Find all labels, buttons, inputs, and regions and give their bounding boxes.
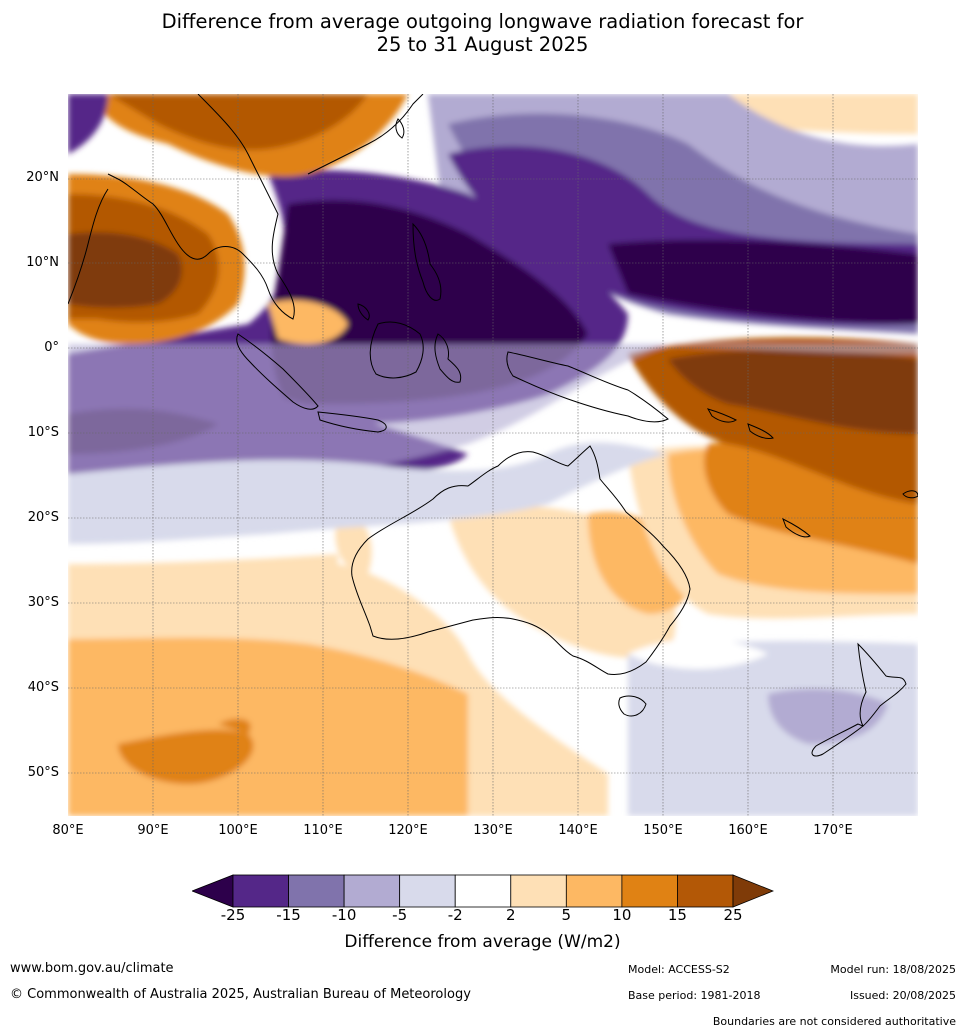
- lat-label-50s: 50°S: [27, 765, 59, 780]
- lat-label-20s: 20°S: [27, 510, 59, 525]
- colorbar-bin: [621, 874, 678, 908]
- colorbar-extend-low: [192, 874, 234, 908]
- colorbar-tick-label: -25: [220, 906, 246, 924]
- lat-label-20n: 20°N: [26, 170, 59, 185]
- title-line-2: 25 to 31 August 2025: [376, 33, 589, 56]
- colorbar-bin: [343, 874, 401, 908]
- colorbar-bin: [677, 874, 734, 908]
- colorbar-label: Difference from average (W/m2): [344, 932, 621, 952]
- title-line-1: Difference from average outgoing longwav…: [161, 10, 804, 33]
- footer-model-run: Model run: 18/08/2025: [830, 963, 956, 976]
- colorbar-tick-label: -15: [276, 906, 301, 924]
- colorbar-tick-label: 25: [723, 906, 743, 924]
- lon-label-110e: 110°E: [303, 823, 343, 838]
- anomaly-fields: [68, 94, 918, 816]
- colorbar-bin: [454, 874, 512, 908]
- lat-label-40s: 40°S: [27, 680, 59, 695]
- colorbar-bin: [565, 874, 623, 908]
- colorbar-bin: [399, 874, 456, 908]
- colorbar-bin: [232, 874, 289, 908]
- colorbar-tick-label: 10: [612, 906, 632, 924]
- colorbar-tick-label: 2: [505, 906, 516, 924]
- colorbar-tick-label: -10: [331, 906, 357, 924]
- olr-anomaly-map: [68, 94, 918, 816]
- footer-copyright: © Commonwealth of Australia 2025, Austra…: [10, 987, 471, 1002]
- footer-url: www.bom.gov.au/climate: [10, 961, 174, 976]
- colorbar: [192, 874, 774, 908]
- colorbar-tick-label: -5: [392, 906, 408, 924]
- map-title: Difference from average outgoing longwav…: [0, 10, 965, 56]
- colorbar-extend-high: [732, 874, 774, 908]
- lat-label-10s: 10°S: [27, 425, 59, 440]
- colorbar-tick-label: -2: [447, 906, 463, 924]
- lon-label-160e: 160°E: [728, 823, 768, 838]
- colorbar-bin: [288, 874, 345, 908]
- lat-label-10n: 10°N: [26, 255, 59, 270]
- lon-label-170e: 170°E: [813, 823, 853, 838]
- lat-label-0: 0°: [44, 340, 59, 355]
- lon-label-80e: 80°E: [52, 823, 84, 838]
- lon-label-150e: 150°E: [643, 823, 683, 838]
- colorbar-bins: [232, 874, 734, 908]
- footer-issued: Issued: 20/08/2025: [849, 989, 956, 1002]
- footer-base-period: Base period: 1981-2018: [628, 989, 761, 1002]
- colorbar-tick-label: 15: [667, 906, 687, 924]
- lon-label-130e: 130°E: [473, 823, 513, 838]
- lon-label-140e: 140°E: [558, 823, 598, 838]
- gridlines: [68, 94, 918, 816]
- colorbar-bin: [510, 874, 567, 908]
- lon-label-100e: 100°E: [218, 823, 258, 838]
- colorbar-tick-label: 5: [561, 906, 572, 924]
- lon-label-90e: 90°E: [137, 823, 169, 838]
- lon-label-120e: 120°E: [388, 823, 428, 838]
- lat-label-30s: 30°S: [27, 595, 59, 610]
- footer-model: Model: ACCESS-S2: [628, 963, 730, 976]
- coastlines: [68, 94, 918, 757]
- map-svg: [68, 94, 918, 816]
- footer-disclaimer: Boundaries are not considered authoritat…: [712, 1015, 956, 1028]
